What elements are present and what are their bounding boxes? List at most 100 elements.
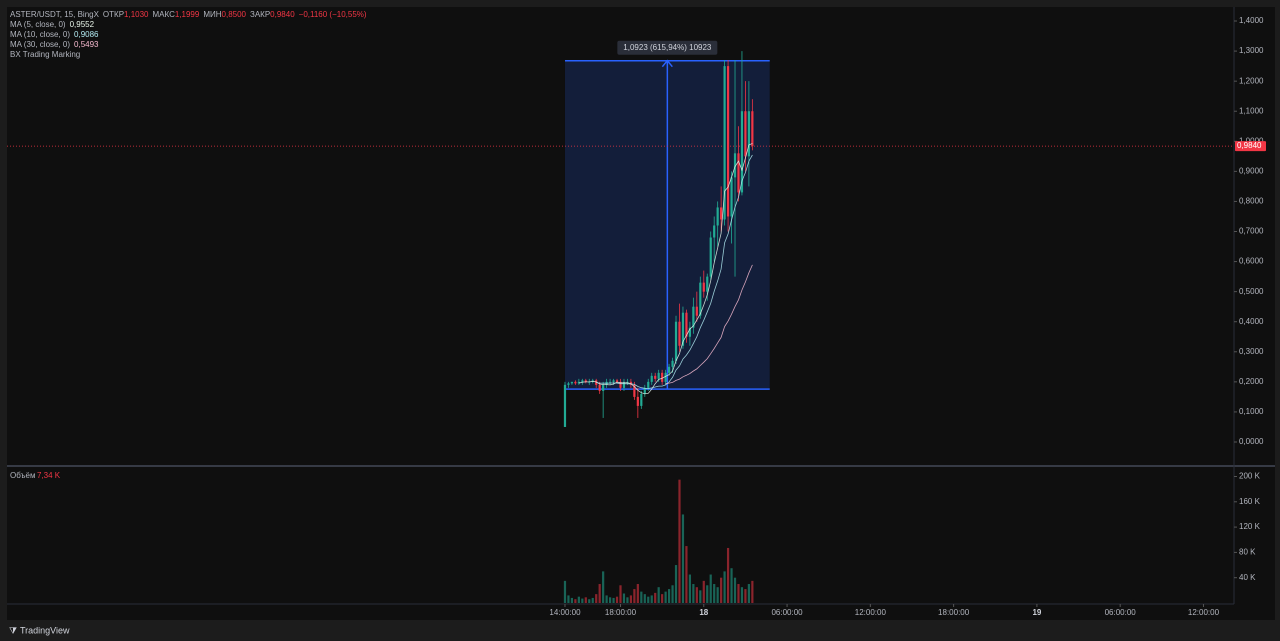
legend-label: ЗАКР xyxy=(250,10,270,19)
candle-body xyxy=(716,207,719,226)
candle-body xyxy=(647,381,650,388)
volume-bar xyxy=(695,587,698,603)
y-tick-label: 0,4000 xyxy=(1239,317,1264,326)
legend-value: 0,9840 xyxy=(270,10,295,19)
volume-bar xyxy=(685,546,688,603)
candle-body xyxy=(619,381,622,388)
y-tick-label: 1,1000 xyxy=(1239,106,1264,115)
volume-bar xyxy=(661,594,664,603)
candle-body xyxy=(723,66,726,220)
legend-value: 1,1030 xyxy=(124,10,149,19)
y-tick-label: 0,2000 xyxy=(1239,377,1264,386)
ma-label: MA (10, close, 0) xyxy=(10,30,70,39)
brand[interactable]: TradingView xyxy=(20,625,70,635)
candle-body xyxy=(612,380,615,382)
volume-bar xyxy=(577,596,580,603)
candle-body xyxy=(733,153,737,178)
volume-bar xyxy=(605,595,608,603)
x-tick-label: 06:00:00 xyxy=(1105,608,1137,617)
volume-bar xyxy=(567,595,570,603)
y-tick-label: 1,2000 xyxy=(1239,76,1264,85)
volume-bar xyxy=(636,584,639,603)
candle-body xyxy=(681,312,685,346)
chart-panel xyxy=(7,7,1275,620)
candle-body xyxy=(747,111,750,157)
candle-body xyxy=(706,276,709,292)
legend-label: МИН xyxy=(203,10,221,19)
measure-arrowhead xyxy=(661,59,673,68)
volume-bar xyxy=(699,590,702,603)
volume-bar xyxy=(643,594,646,603)
ma-value: 0,9086 xyxy=(74,30,99,39)
volume-bar xyxy=(629,595,633,603)
volume-bar xyxy=(664,591,667,603)
volume-label: Объём xyxy=(10,471,36,480)
volume-bar xyxy=(716,587,719,603)
legend: ASTER/USDT, 15, BingX ОТКР 1,1030 МАКС 1,199… xyxy=(10,10,367,59)
candle-body xyxy=(661,372,664,382)
volume-bar xyxy=(563,580,567,603)
volume-bar xyxy=(747,584,750,603)
volume-bar xyxy=(678,479,681,603)
candle-body xyxy=(640,393,643,406)
candle-body xyxy=(577,381,580,384)
volume-bar xyxy=(588,599,591,603)
volume-bar xyxy=(667,589,671,603)
candle-body xyxy=(570,381,574,384)
candle-body xyxy=(709,237,712,277)
legend-change: −0,1160 (−10,55%) xyxy=(299,10,367,19)
volume-bar xyxy=(612,597,615,603)
y-tick-label: 0,8000 xyxy=(1239,197,1264,206)
volume-bar xyxy=(744,589,747,603)
volume-bar xyxy=(692,584,695,603)
legend-label: ОТКР xyxy=(103,10,124,19)
candle-body xyxy=(574,381,577,384)
candle-body xyxy=(726,66,730,217)
volume-bar xyxy=(730,568,733,603)
measure-tag-bg xyxy=(617,40,718,55)
volume-bar xyxy=(591,597,594,603)
volume-bar xyxy=(723,571,726,603)
legend-value: 1,1999 xyxy=(175,10,200,19)
volume-tick-label: 120 K xyxy=(1239,522,1261,531)
volume-bar xyxy=(598,584,601,603)
volume-bar xyxy=(737,584,740,603)
volume-bar xyxy=(647,596,650,603)
candle-body xyxy=(674,321,678,361)
ma-label: MA (5, close, 0) xyxy=(10,20,66,29)
candle-body xyxy=(737,153,740,193)
candle-body xyxy=(608,381,612,383)
x-tick-label: 06:00:00 xyxy=(771,608,803,617)
legend-value: 0,8500 xyxy=(222,10,247,19)
volume-bar xyxy=(674,565,678,603)
volume-tick-label: 40 K xyxy=(1239,573,1256,582)
candle-body xyxy=(713,225,716,238)
candle-body xyxy=(678,321,681,346)
x-tick-label: 12:00:00 xyxy=(1188,608,1220,617)
candle-body xyxy=(563,384,567,427)
volume-bar xyxy=(733,577,737,603)
candle-body xyxy=(744,111,747,157)
candle-body xyxy=(598,384,601,391)
volume-tick-label: 160 K xyxy=(1239,497,1261,506)
candle-body xyxy=(636,396,639,406)
y-tick-label: 0,0000 xyxy=(1239,437,1264,446)
x-tick-label: 14:00:00 xyxy=(549,608,581,617)
candle-body xyxy=(695,306,698,316)
volume-bar xyxy=(640,591,643,603)
candle-body xyxy=(671,360,674,367)
volume-bar xyxy=(581,598,584,603)
volume-bar xyxy=(671,585,674,603)
candle-body xyxy=(567,383,570,385)
candle-body xyxy=(730,177,733,217)
volume-tick-label: 80 K xyxy=(1239,548,1256,557)
volume-bar xyxy=(720,577,723,603)
legend-label: МАКС xyxy=(153,10,176,19)
volume-bar xyxy=(584,597,587,603)
volume-tick-label: 200 K xyxy=(1239,472,1261,481)
volume-bar xyxy=(595,594,598,603)
candle-body xyxy=(664,372,667,382)
volume-bar xyxy=(608,597,612,603)
ma-value: 0,9552 xyxy=(70,20,95,29)
volume-bar xyxy=(619,585,622,603)
